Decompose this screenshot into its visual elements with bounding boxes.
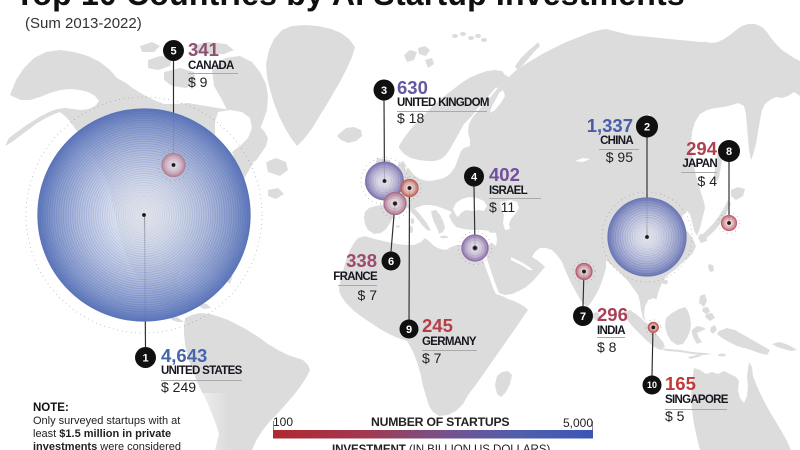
svg-text:3: 3 [381,85,387,97]
svg-text:7: 7 [580,311,586,323]
svg-text:1: 1 [142,353,148,365]
svg-text:5: 5 [170,46,176,58]
svg-text:8: 8 [726,146,732,158]
svg-text:9: 9 [406,324,412,336]
svg-text:4: 4 [471,172,478,184]
svg-text:2: 2 [644,122,650,134]
svg-text:6: 6 [388,256,394,268]
svg-text:10: 10 [647,380,657,390]
